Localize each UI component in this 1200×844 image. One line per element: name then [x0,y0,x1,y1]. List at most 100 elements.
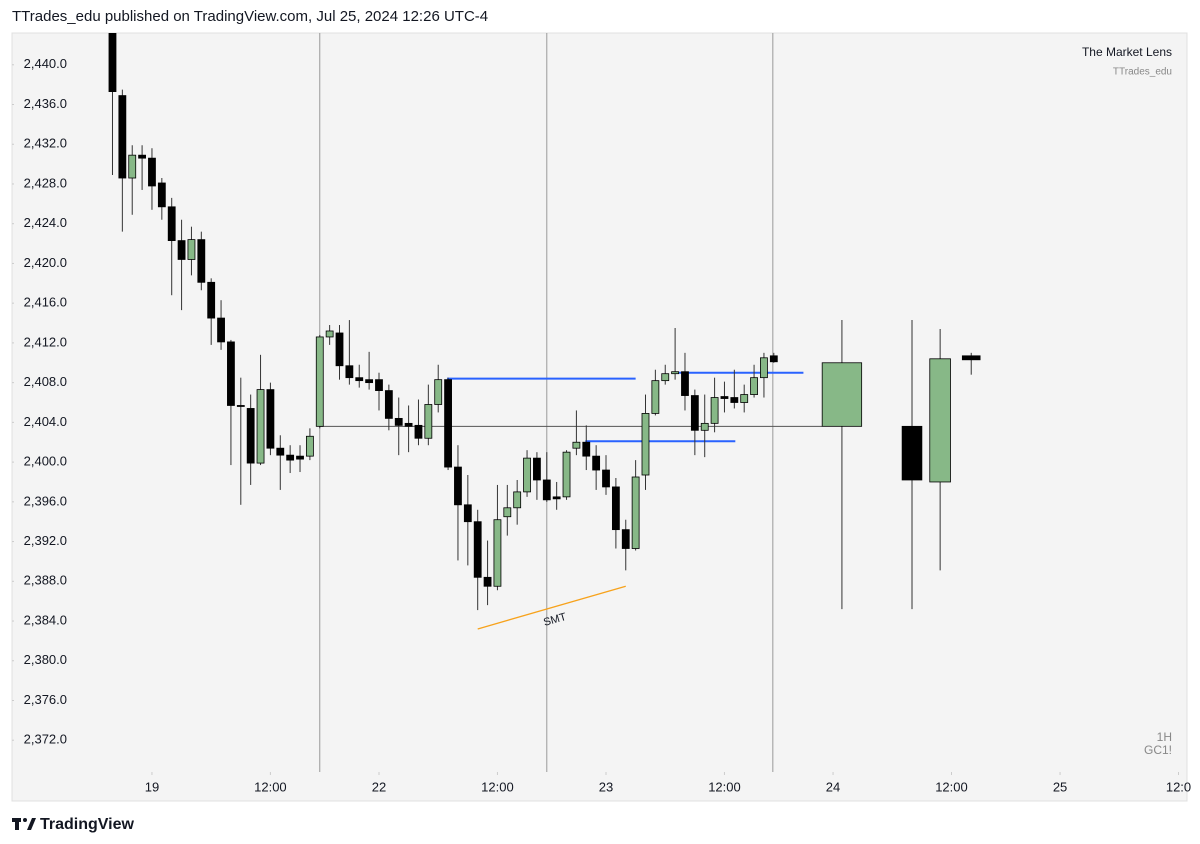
y-tick-label: 2,376.0 [24,692,67,707]
candle-body [760,357,768,379]
y-tick-label: 2,432.0 [24,136,67,151]
candle-body [929,358,951,483]
x-tick-label: 24 [826,779,840,794]
candle-body [394,417,403,426]
candle-body [296,455,304,460]
y-tick-label: 2,420.0 [24,255,67,270]
y-tick-label: 2,440.0 [24,56,67,71]
footer-brand: TradingView [40,816,135,833]
tradingview-logo [12,818,36,830]
candle-body [769,355,778,363]
candle-body [592,455,601,471]
candle-body [611,486,620,531]
symbol: GC1! [1144,743,1172,757]
candle-body [384,390,393,419]
candle-body [562,451,571,498]
y-tick-label: 2,380.0 [24,652,67,667]
y-tick-label: 2,436.0 [24,96,67,111]
header: TTrades_edu published on TradingView.com… [12,8,488,25]
candle-body [523,457,531,493]
y-tick-label: 2,416.0 [24,295,67,310]
candle-body [286,454,295,461]
candle-body [582,441,591,457]
candle-body [187,239,196,260]
candle-body [256,389,265,464]
candle-body [375,379,383,391]
candle-body [128,154,137,179]
candle-body [631,476,640,549]
candle-body [118,95,127,179]
candle-body [246,408,255,464]
candle-body [661,373,670,382]
candle-body [671,371,680,375]
x-tick-label: 19 [145,779,159,794]
candle-body [108,33,117,93]
y-tick-label: 2,400.0 [24,454,67,469]
candle-body [236,405,245,407]
candle-body [207,281,216,319]
y-tick-label: 2,388.0 [24,573,67,588]
candle-body [167,206,176,241]
candle-body [720,396,729,399]
candle-body [740,394,749,403]
candle-body [681,371,689,396]
candle-body [710,397,719,424]
candle-body [493,519,502,587]
y-tick-label: 2,404.0 [24,414,67,429]
candle-body [434,379,443,405]
x-tick-label: 12:00 [254,779,287,794]
candle-body [503,507,512,518]
candle-body [217,317,225,343]
candle-body [463,504,472,523]
candle-body [305,435,314,457]
y-tick-label: 2,428.0 [24,175,67,190]
candle-body [365,379,374,384]
candle-body [355,377,364,382]
candle-body [961,355,981,361]
x-tick-label: 22 [372,779,386,794]
candle-body [148,157,156,187]
candle-body [138,154,146,159]
x-tick-label: 12:00 [481,779,514,794]
candle-body [473,521,482,578]
x-tick-label: 12:00 [935,779,968,794]
y-tick-label: 2,384.0 [24,612,67,627]
plot-area [108,33,981,772]
candle-body [276,447,285,456]
candle-body [621,529,630,549]
candle-body [901,425,923,481]
candle-body [177,240,186,260]
y-tick-label: 2,396.0 [24,493,67,508]
candle-body [602,469,610,488]
candle-body [552,496,561,500]
candle-body [424,404,433,439]
candle-body [730,397,739,403]
candle-body [651,380,660,414]
candle-body [404,422,413,427]
candle-body [335,332,344,367]
candle-body [513,491,522,509]
y-tick-label: 2,372.0 [24,732,67,747]
candle-body [542,479,551,501]
candle-body [345,365,354,379]
candle-body [266,389,275,449]
candle-body [157,182,166,208]
candle-body [315,336,324,427]
candle-body [444,379,452,468]
candle-body [821,362,863,427]
x-tick-label: 12:0 [1166,779,1191,794]
candle-body [641,413,650,476]
watermark-title: The Market Lens [1082,45,1172,59]
candle-body [700,422,709,431]
watermark-author: TTrades_edu [1113,67,1172,78]
candle-body [572,441,581,449]
trend-line [477,585,626,630]
candle-body [454,466,462,506]
candle-body [750,377,758,395]
x-tick-label: 12:00 [708,779,741,794]
y-tick-label: 2,408.0 [24,374,67,389]
x-tick-label: 25 [1053,779,1067,794]
y-tick-label: 2,392.0 [24,533,67,548]
candle-body [533,457,541,481]
